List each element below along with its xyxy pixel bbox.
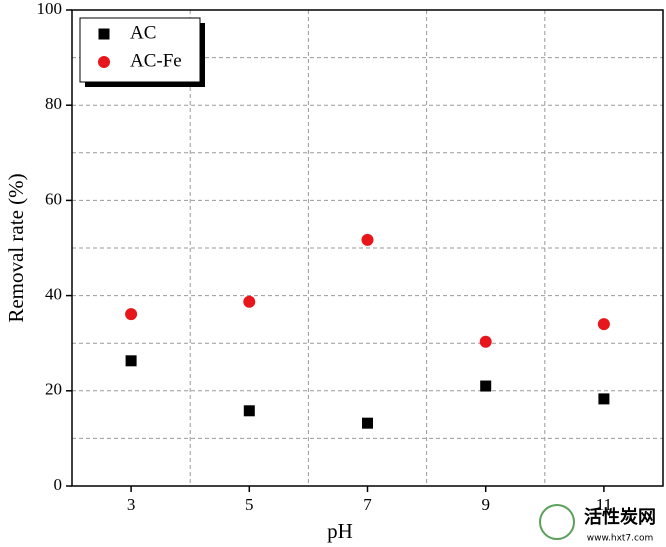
x-tick-label: 9 <box>481 495 490 514</box>
watermark-logo <box>539 504 575 540</box>
x-tick-label: 11 <box>596 495 612 514</box>
y-tick-label: 0 <box>54 475 63 494</box>
y-tick-label: 100 <box>37 0 63 18</box>
x-tick-label: 3 <box>127 495 136 514</box>
x-tick-label: 5 <box>245 495 254 514</box>
point <box>480 380 492 392</box>
point <box>597 318 610 331</box>
y-tick-label: 60 <box>45 189 62 208</box>
watermark-text: 活性炭网 <box>584 506 656 528</box>
x-axis-label: pH <box>327 519 353 543</box>
y-tick-label: 80 <box>45 94 62 113</box>
legend-label: AC-Fe <box>130 50 182 71</box>
x-tick-label: 7 <box>363 495 372 514</box>
point <box>598 393 610 405</box>
y-tick-label: 40 <box>45 285 62 304</box>
point <box>479 335 492 348</box>
y-tick-label: 20 <box>45 380 62 399</box>
point <box>125 355 137 367</box>
point <box>362 417 373 429</box>
legend-label: AC <box>130 22 156 43</box>
point <box>125 308 138 321</box>
legend-marker <box>98 56 110 68</box>
point <box>243 405 255 417</box>
point <box>361 233 374 246</box>
point <box>243 295 256 308</box>
watermark: 活性炭网 www.hxt7.com <box>539 504 656 544</box>
watermark-url: www.hxt7.com <box>587 534 654 544</box>
legend-marker <box>98 28 110 40</box>
y-axis-label: Removal rate (%) <box>4 173 28 322</box>
legend-box <box>79 17 201 83</box>
